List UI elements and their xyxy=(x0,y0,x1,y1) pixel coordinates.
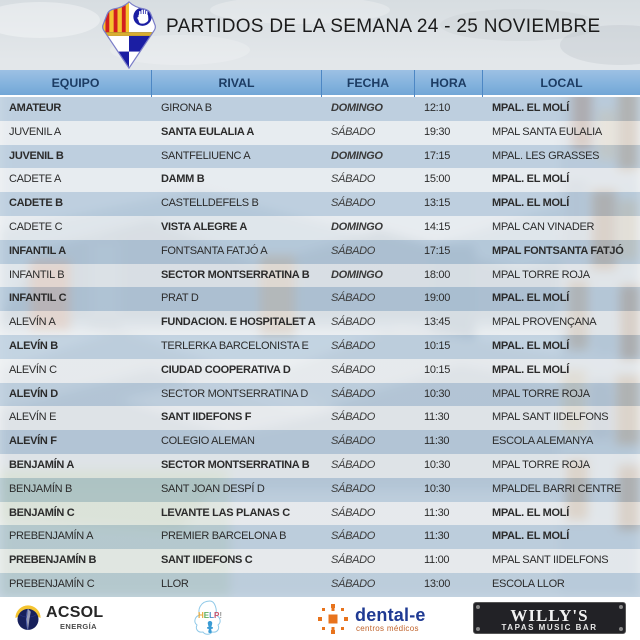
svg-text:HELP!: HELP! xyxy=(198,611,222,620)
